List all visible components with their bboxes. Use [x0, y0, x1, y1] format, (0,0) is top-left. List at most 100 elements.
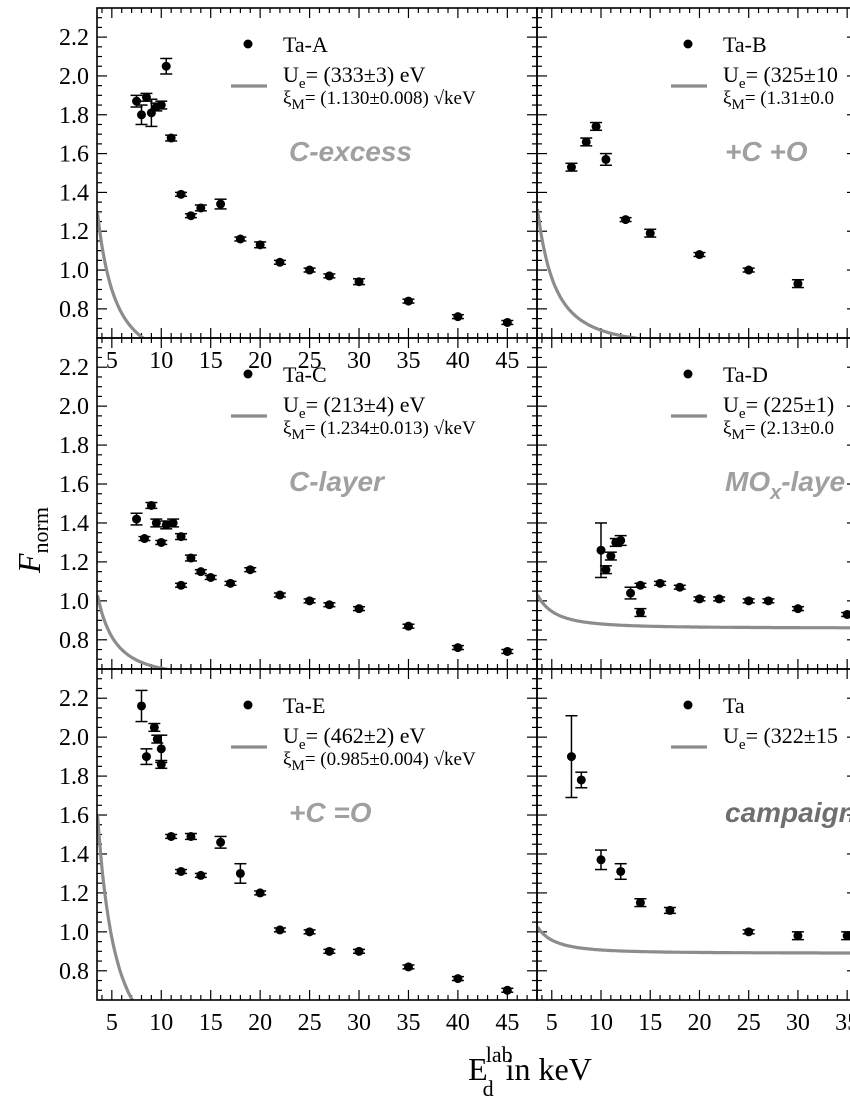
fit-curve	[537, 926, 850, 955]
legend-fit-ue: Ue= (325±10	[723, 62, 838, 92]
marker	[136, 110, 146, 120]
data-point	[595, 522, 607, 579]
marker	[655, 578, 665, 588]
legend-marker-icon	[683, 700, 693, 710]
y-tick-label: 1.2	[59, 219, 89, 245]
data-point	[130, 512, 143, 526]
panel-frame	[536, 668, 850, 1001]
data-point	[254, 888, 267, 898]
data-point	[165, 831, 178, 841]
marker	[665, 905, 675, 915]
marker	[591, 121, 601, 131]
panel-4-ticks	[537, 338, 850, 669]
panel-frame	[536, 7, 850, 339]
panel-6: 5 10 15 20 25 30 35 Ta Ue= (322±15 campaign	[536, 668, 850, 1036]
data-point	[654, 578, 667, 588]
marker	[403, 296, 413, 306]
marker	[324, 600, 334, 610]
marker	[453, 643, 463, 653]
y-axis-title: Fnorm	[11, 507, 53, 574]
data-point	[451, 312, 464, 322]
data-point	[194, 567, 207, 577]
y-tick-label: 2.2	[59, 686, 89, 712]
x-tick-label: 35	[396, 1010, 420, 1036]
marker	[354, 604, 364, 614]
fit-curve	[537, 594, 850, 630]
marker	[186, 553, 196, 563]
data-point	[145, 500, 158, 510]
legend-fit-ue: Ue= (462±2) eV	[283, 723, 425, 753]
legend-label: Ta-A	[283, 32, 328, 57]
data-point	[175, 580, 188, 590]
y-tick-label: 1.2	[59, 550, 89, 576]
legend-fit-xi: ξM= (1.130±0.008) √keV	[283, 88, 476, 113]
data-point	[693, 250, 706, 260]
data-point	[565, 162, 578, 172]
legend-label: Ta	[723, 693, 745, 718]
x-tick-label: 5	[106, 348, 118, 374]
marker	[161, 61, 171, 71]
data-point	[323, 946, 336, 956]
data-point	[224, 578, 237, 588]
data-point	[634, 580, 647, 590]
y-tick-label: 1.6	[59, 803, 89, 829]
x-tick-label: 25	[298, 348, 322, 374]
marker	[596, 855, 606, 865]
marker	[403, 962, 413, 972]
marker	[596, 545, 606, 555]
data-point	[791, 604, 804, 614]
marker	[324, 946, 334, 956]
data-point	[273, 590, 286, 600]
marker	[206, 572, 216, 582]
data-point	[214, 835, 227, 849]
marker	[763, 596, 773, 606]
y-tick-label: 1.4	[59, 842, 89, 868]
legend-fit-xi: ξM= (0.985±0.004) √keV	[283, 749, 476, 774]
panel-frame	[96, 337, 538, 670]
x-tick-label: 10	[149, 1010, 173, 1036]
data-point	[693, 594, 706, 604]
panel-label: campaign	[725, 797, 850, 828]
marker	[793, 279, 803, 289]
data-point	[160, 57, 173, 75]
marker	[502, 985, 512, 995]
marker	[139, 534, 149, 544]
data-point	[644, 228, 657, 238]
panel-3-ticks	[97, 338, 538, 669]
panel-3: 0.8 1.0 1.2 1.4 1.6 1.8 2.0 2.2 Ta-C Ue= (213±4) …	[59, 337, 538, 670]
y-tick-label: 0.8	[59, 628, 89, 654]
legend-marker-icon	[243, 369, 253, 379]
y-tick-label: 1.8	[59, 103, 89, 129]
data-point	[742, 596, 755, 606]
marker	[216, 837, 226, 847]
x-tick-label: 20	[248, 348, 272, 374]
legend: Ta Ue= (322±15	[671, 693, 838, 753]
data-point	[614, 862, 627, 881]
data-point	[742, 265, 755, 275]
data-point	[402, 962, 415, 972]
marker	[621, 215, 631, 225]
marker	[626, 588, 636, 598]
panel-2-ticks	[537, 8, 850, 338]
x-axis-title: Elab d in keV	[468, 1042, 592, 1100]
panel-label: C-excess	[289, 136, 412, 167]
y-tick-label: 2.2	[59, 25, 89, 51]
marker	[168, 518, 178, 528]
marker	[141, 92, 151, 102]
x-tick-label: 20	[248, 1010, 272, 1036]
data-point	[590, 121, 603, 132]
marker	[235, 234, 245, 244]
marker	[576, 775, 586, 785]
marker	[156, 744, 166, 754]
y-tick-label: 1.4	[59, 511, 89, 537]
marker	[842, 609, 850, 619]
data-point	[140, 748, 153, 766]
x-tick-label: 40	[446, 348, 470, 374]
legend-fit-ue: Ue= (213±4) eV	[283, 392, 425, 422]
marker	[744, 927, 754, 937]
data-point	[204, 572, 217, 582]
